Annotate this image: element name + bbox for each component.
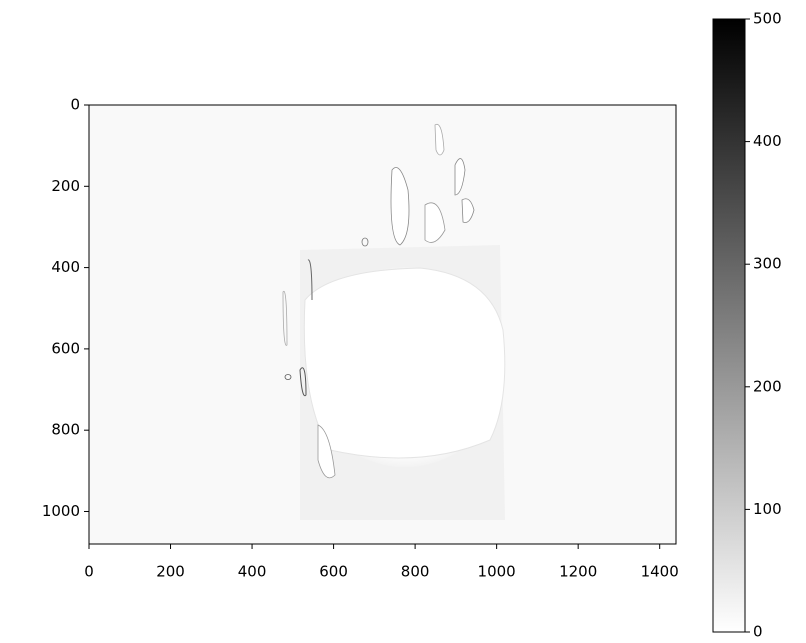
y-tick-label: 0 (70, 96, 80, 114)
y-tick-label: 200 (51, 177, 80, 195)
image-feature (461, 198, 475, 223)
colorbar-tick-label: 0 (753, 623, 763, 641)
y-tick-label: 600 (51, 339, 80, 357)
colorbar-tick-label: 300 (753, 255, 782, 273)
x-tick-label: 1200 (559, 563, 597, 581)
image-feature (299, 367, 307, 397)
colorbar-tick-label: 500 (753, 10, 782, 28)
image-feature (424, 202, 446, 243)
image-feature (434, 123, 445, 156)
image-feature (390, 167, 410, 246)
colorbar-tick-label: 200 (753, 377, 782, 395)
image-feature (282, 290, 288, 346)
image-area (89, 105, 676, 544)
x-tick-label: 1000 (478, 563, 516, 581)
colorbar-tick-label: 400 (753, 132, 782, 150)
image-feature (361, 237, 369, 247)
image-feature (307, 259, 313, 301)
y-tick-label: 800 (51, 421, 80, 439)
x-tick-label: 0 (84, 563, 94, 581)
y-tick-label: 400 (51, 258, 80, 276)
image-feature (284, 374, 292, 380)
image-region (303, 267, 506, 459)
colorbar-tick-label: 100 (753, 500, 782, 518)
x-tick-label: 1400 (641, 563, 679, 581)
y-tick-label: 1000 (42, 502, 80, 520)
axes-frame (88, 104, 677, 545)
x-tick-label: 800 (401, 563, 430, 581)
x-tick-label: 200 (156, 563, 185, 581)
image-feature (317, 424, 336, 479)
image-feature (454, 158, 466, 196)
x-tick-label: 400 (238, 563, 267, 581)
colorbar (712, 18, 746, 633)
x-tick-label: 600 (319, 563, 348, 581)
